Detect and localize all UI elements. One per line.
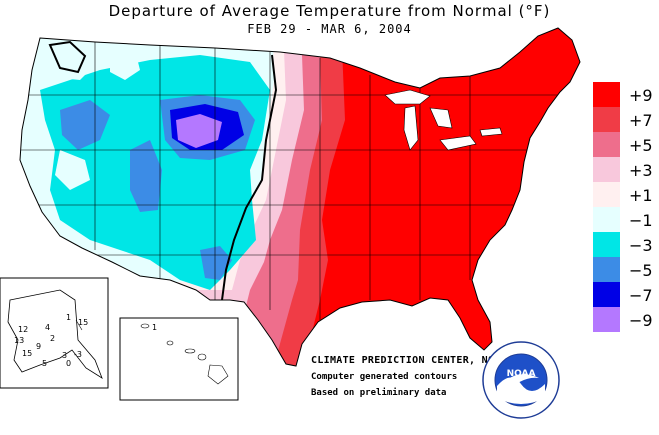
alaska-contour-label: 1: [66, 313, 71, 322]
alaska-contour-label: 15: [78, 318, 88, 327]
legend-entry: +3: [593, 157, 659, 182]
alaska-contour-label: 5: [42, 359, 47, 368]
legend-label: +1: [629, 186, 653, 205]
state-boundaries: [20, 40, 580, 320]
alaska-contour-label: 12: [18, 325, 28, 334]
alaska-contour-label: 3: [62, 351, 67, 360]
hawaii-inset: 1: [119, 317, 239, 401]
legend-label: +3: [629, 161, 653, 180]
legend-swatch: [593, 132, 620, 157]
legend: +9 +7 +5 +3 +1 −1 −3 −5 −7 −9: [593, 82, 659, 332]
legend-swatch: [593, 107, 620, 132]
legend-swatch: [593, 307, 620, 332]
legend-swatch: [593, 82, 620, 107]
alaska-contour-label: 13: [14, 336, 24, 345]
legend-label: −7: [629, 286, 653, 305]
alaska-contour-label: 2: [50, 334, 55, 343]
legend-entry: −9: [593, 307, 659, 332]
legend-swatch: [593, 157, 620, 182]
great-lakes: [384, 89, 503, 151]
legend-entry: +1: [593, 182, 659, 207]
legend-label: −3: [629, 236, 653, 255]
credit-agency: CLIMATE PREDICTION CENTER, NOAA: [311, 355, 507, 366]
map-title: Departure of Average Temperature from No…: [108, 2, 551, 20]
hawaii-contour-label: 1: [152, 323, 157, 332]
noaa-logo: NOAA: [482, 341, 560, 419]
legend-swatch: [593, 182, 620, 207]
legend-label: −1: [629, 211, 653, 230]
credit-method: Computer generated contours: [311, 372, 458, 382]
legend-label: +5: [629, 136, 653, 155]
legend-swatch: [593, 282, 620, 307]
legend-entry: −1: [593, 207, 659, 232]
alaska-inset: 15 12 4 13 2 1 9 15 -3 3 0 5: [0, 277, 109, 389]
legend-entry: −5: [593, 257, 659, 282]
legend-entry: −7: [593, 282, 659, 307]
alaska-contour-label: 0: [66, 359, 71, 368]
zero-contours: [48, 40, 278, 301]
legend-label: +7: [629, 111, 653, 130]
us-outline: [19, 27, 581, 367]
legend-swatch: [593, 232, 620, 257]
alaska-contour-label: 4: [45, 323, 50, 332]
legend-label: −9: [629, 311, 653, 330]
legend-swatch: [593, 207, 620, 232]
noaa-logo-text: NOAA: [507, 369, 536, 379]
alaska-contour-label: 9: [36, 342, 41, 351]
temperature-map: 15 12 4 13 2 1 9 15 -3 3 0 5 1: [0, 27, 581, 401]
credits: CLIMATE PREDICTION CENTER, NOAA Computer…: [311, 355, 507, 398]
legend-entry: +7: [593, 107, 659, 132]
date-range: FEB 29 - MAR 6, 2004: [247, 22, 412, 36]
alaska-contour-label: 15: [22, 349, 32, 358]
alaska-contour-label: -3: [74, 350, 82, 359]
legend-swatch: [593, 257, 620, 282]
legend-label: +9: [629, 86, 653, 105]
legend-entry: −3: [593, 232, 659, 257]
contour-fill: [20, 28, 580, 366]
credit-data-note: Based on preliminary data: [311, 388, 447, 398]
legend-entry: +5: [593, 132, 659, 157]
legend-entry: +9: [593, 82, 659, 107]
legend-label: −5: [629, 261, 653, 280]
